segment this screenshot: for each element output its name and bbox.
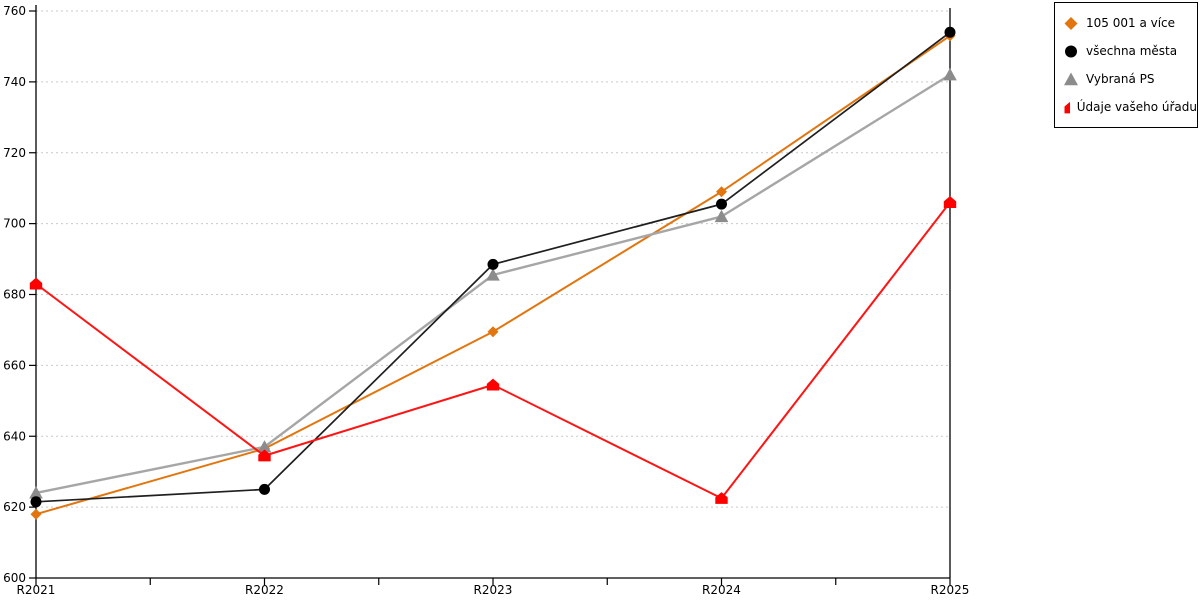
pentagon-icon (1064, 102, 1070, 114)
series-triangle (29, 67, 957, 499)
triangle-marker (943, 67, 957, 81)
triangle-marker (486, 268, 500, 281)
x-tick-label: R2021 (17, 583, 56, 597)
x-tick-label: R2024 (702, 583, 741, 597)
diamond-icon (1064, 17, 1078, 30)
legend-label: 105 001 a více (1086, 16, 1176, 30)
pentagon-marker (258, 449, 271, 462)
legend-label: Údaje vašeho úřadu (1076, 100, 1197, 114)
circle-marker (944, 26, 956, 38)
circle-marker (716, 198, 727, 210)
series-pentagon (29, 196, 957, 504)
pentagon-marker (486, 378, 500, 391)
circle-marker (259, 483, 270, 495)
triangle-marker (257, 440, 272, 453)
diamond-marker (30, 508, 42, 520)
triangle-icon (1064, 72, 1078, 86)
pentagon-marker (715, 492, 728, 504)
circle-icon (1065, 45, 1077, 58)
diamond-marker (716, 186, 727, 198)
axes: 600 620 640 660 680 700 720 740 760 R2021 R2022 R20… (3, 4, 969, 597)
legend-item: všechna města (1063, 37, 1197, 65)
legend-item: Údaje vašeho úřadu (1063, 93, 1197, 121)
y-tick-label: 620 (3, 500, 26, 514)
legend-label: všechna města (1086, 44, 1178, 58)
x-tick-label: R2025 (931, 583, 970, 597)
series-line (35, 201, 951, 500)
circle-marker (487, 258, 499, 270)
pentagon-marker (29, 277, 43, 290)
legend-label: Vybraná PS (1086, 72, 1155, 86)
y-tick-label: 660 (3, 358, 26, 372)
y-tick-label: 700 (3, 217, 26, 231)
legend-item: 105 001 a více (1063, 9, 1197, 37)
y-tick-label: 740 (3, 75, 26, 89)
y-tick-label: 640 (3, 429, 26, 443)
x-tick-label: R2022 (245, 583, 284, 597)
series-line (35, 73, 951, 495)
y-tick-label: 600 (3, 571, 26, 585)
x-tick-label: R2023 (474, 583, 513, 597)
y-tick-label: 720 (3, 146, 26, 160)
pentagon-marker (943, 196, 957, 208)
y-tick-label: 760 (3, 4, 26, 18)
triangle-marker (714, 209, 729, 223)
gridlines (36, 10, 950, 508)
series-circle (30, 26, 956, 508)
y-tick-label: 680 (3, 288, 26, 302)
legend-item: Vybraná PS (1063, 65, 1197, 93)
diamond-marker (487, 326, 499, 338)
legend: 105 001 a více všechna města Vybraná PS Úda… (1054, 2, 1198, 128)
circle-marker (30, 496, 42, 508)
triangle-marker (29, 486, 43, 499)
